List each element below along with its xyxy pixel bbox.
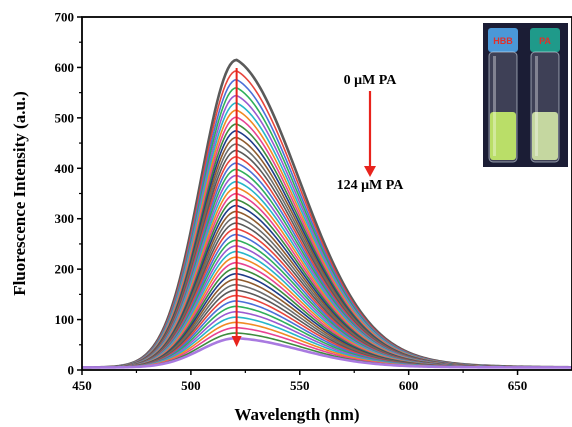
annotation-end: 124 μM PA [337,178,405,193]
vial-glare [493,56,496,156]
vial-cap [488,28,518,52]
annotation-start: 0 μM PA [344,73,398,88]
y-tick-label-400: 400 [55,161,75,176]
x-tick-label-450: 450 [72,378,92,393]
peak-arrow-head [231,336,242,347]
y-axis-title: Fluorescence Intensity (a.u.) [10,91,29,296]
x-tick-label-550: 550 [290,378,310,393]
vial-label: PA [539,36,551,46]
x-tick-label-600: 600 [399,378,419,393]
x-tick-label-650: 650 [508,378,528,393]
vial-cap [530,28,560,52]
y-tick-label-700: 700 [55,10,75,25]
vial-solution [490,112,516,160]
y-tick-label-600: 600 [55,60,75,75]
y-tick-label-500: 500 [55,110,75,125]
annotation-group: 0 μM PA 124 μM PA [231,68,405,347]
y-tick-label-200: 200 [55,262,75,277]
spectra-series-group [81,58,572,369]
y-tick-label-300: 300 [55,211,75,226]
x-tick-label-500: 500 [181,378,201,393]
vial-label: HBB [493,36,513,46]
vial-1: HBB [488,28,518,163]
x-axis-title: Wavelength (nm) [234,405,359,424]
y-tick-label-100: 100 [55,312,75,327]
vial-solution [532,112,558,160]
spectrum-line-45 [81,336,572,369]
vial-glare [535,56,538,156]
y-tick-label-0: 0 [68,363,75,378]
vial-photo-inset: HBB PA [483,23,568,167]
concentration-arrow-head [364,166,376,177]
axes-group: 450 500 550 600 650 0 100 200 300 400 500 600 700 Wav… [10,10,572,424]
vial-2: PA [530,28,560,163]
